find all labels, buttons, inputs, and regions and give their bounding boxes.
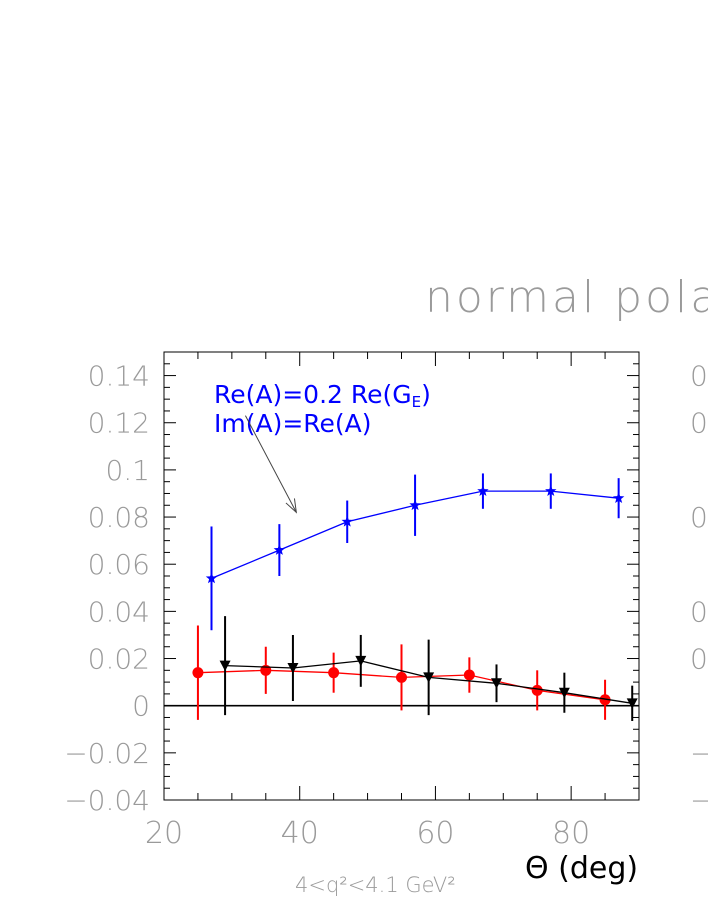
data-point	[219, 660, 231, 672]
annotation-line2: Im(A)=Re(A)	[214, 409, 372, 438]
data-point	[545, 485, 557, 496]
neighbor-tick-label: 0	[690, 407, 708, 440]
y-tick-label: −0.04	[64, 784, 150, 817]
annotation-line1-sub: E	[412, 393, 421, 411]
annotation-arrow	[244, 415, 297, 513]
y-tick-label: 0.12	[88, 407, 150, 440]
x-tick-label: 40	[281, 816, 319, 851]
annotation-arrow-head	[285, 498, 298, 514]
neighbor-tick-label: −0	[690, 737, 708, 770]
data-point	[612, 492, 625, 504]
annotation-line1: Re(A)=0.2 Re(GE)	[214, 380, 431, 411]
data-point	[341, 515, 353, 527]
data-point	[192, 667, 204, 679]
x-axis-label: Θ (deg)	[525, 851, 638, 886]
data-point	[355, 655, 367, 667]
y-tick-label: 0.08	[88, 501, 150, 534]
data-point	[205, 572, 218, 584]
data-point	[409, 499, 421, 511]
data-point	[477, 485, 489, 496]
chart-title: normal pola	[425, 272, 708, 323]
y-tick-labels: −0.04 −0.02 0 0.02 0.04 0.06 0.08 0.1 0.12 0.14	[64, 360, 150, 817]
neighbor-tick-label: 0	[690, 595, 708, 628]
y-tick-label: 0	[132, 690, 150, 723]
data-point	[463, 669, 475, 681]
x-tick-label: 80	[552, 816, 590, 851]
y-tick-label: 0.14	[88, 360, 150, 393]
data-point	[626, 698, 638, 709]
y-tick-label: 0.02	[88, 643, 150, 676]
neighbor-tick-label: −0	[690, 784, 708, 817]
annotation: Re(A)=0.2 Re(GE) Im(A)=Re(A)	[214, 380, 431, 514]
data-point	[287, 662, 299, 674]
data-point	[531, 684, 543, 696]
y-tick-label: 0.04	[88, 595, 150, 628]
y-tick-label: −0.02	[64, 737, 150, 770]
neighbor-tick-label: 0	[690, 360, 708, 393]
data-point	[423, 672, 435, 683]
neighbor-tick-label: 0	[690, 643, 708, 676]
x-tick-label: 20	[145, 816, 183, 851]
series-circle	[192, 625, 611, 720]
data-point	[491, 678, 502, 689]
data-point	[328, 667, 340, 679]
x-tick-label: 60	[416, 816, 454, 851]
annotation-line1-main: Re(A)=0.2 Re(G	[214, 380, 412, 409]
axis-ticks	[163, 351, 640, 801]
data-point	[396, 671, 407, 683]
range-label: 4<q²<4.1 GeV²	[295, 873, 456, 897]
series-star	[205, 473, 625, 631]
y-tick-label: 0.1	[105, 454, 150, 487]
series-triangle-down	[219, 616, 638, 722]
annotation-line1-end: )	[421, 380, 431, 409]
series-layer	[192, 473, 638, 722]
data-point	[599, 694, 611, 706]
neighbor-panel-clipped-labels: 0 0 0 0 0 −0 −0	[690, 360, 708, 817]
neighbor-tick-label: 0	[690, 501, 708, 534]
x-tick-labels: 20 40 60 80	[145, 816, 590, 851]
y-tick-label: 0.06	[88, 548, 150, 581]
data-point	[558, 687, 570, 699]
data-point	[273, 544, 286, 555]
